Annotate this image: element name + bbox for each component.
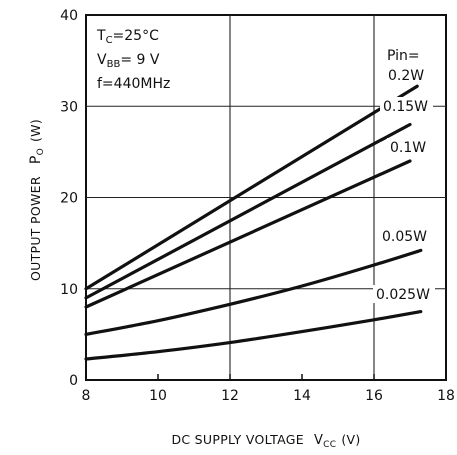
series-line-0-1W — [84, 159, 412, 309]
series-labels: 0.2W 0.15W 0.1W 0.05W 0.025W — [373, 66, 435, 303]
series-label-bg — [385, 66, 429, 84]
x-tick-label: 10 — [149, 388, 167, 404]
legend-title: Pin= — [387, 48, 420, 64]
series-label-bg — [387, 138, 431, 156]
x-axis-title: DC SUPPLY VOLTAGE VCC (V) — [171, 432, 360, 450]
legend-title-bg — [384, 45, 444, 65]
series-label-bg — [379, 227, 432, 245]
x-tick-label: 14 — [293, 388, 311, 404]
tick-labels: 8 10 12 14 16 18 0 10 20 30 40 — [60, 8, 455, 404]
series-label-bg — [373, 285, 435, 303]
x-tick-label: 18 — [437, 388, 455, 404]
condition-frequency: f=440MHz — [97, 76, 170, 92]
series-label-0-15W: 0.15W — [383, 99, 428, 115]
series-lines — [84, 84, 423, 361]
conditions-box-bg — [88, 17, 206, 95]
y-tick-label: 30 — [60, 99, 78, 115]
condition-vbb: VBB= 9 V — [97, 52, 160, 70]
y-axis-title: OUTPUT POWERPO(W) — [28, 119, 46, 281]
y-tick-label: 0 — [69, 373, 78, 389]
series-line-0-15W — [84, 122, 412, 300]
series-line-0-05W — [84, 248, 423, 336]
y-tick-label: 20 — [60, 191, 78, 207]
series-line-0-025W — [84, 310, 423, 361]
y-tick-label: 40 — [60, 8, 78, 24]
series-label-0-2W: 0.2W — [388, 68, 424, 84]
series-label-0-05W: 0.05W — [382, 229, 427, 245]
condition-tc: TC=25°C — [96, 28, 159, 46]
x-tick-label: 16 — [365, 388, 383, 404]
x-tick-label: 12 — [221, 388, 239, 404]
y-tick-label: 10 — [60, 282, 78, 298]
series-label-bg — [380, 97, 433, 115]
x-tick-label: 8 — [82, 388, 91, 404]
series-label-0-025W: 0.025W — [376, 287, 430, 303]
series-label-0-1W: 0.1W — [390, 140, 426, 156]
series-line-0-2W — [84, 84, 419, 291]
